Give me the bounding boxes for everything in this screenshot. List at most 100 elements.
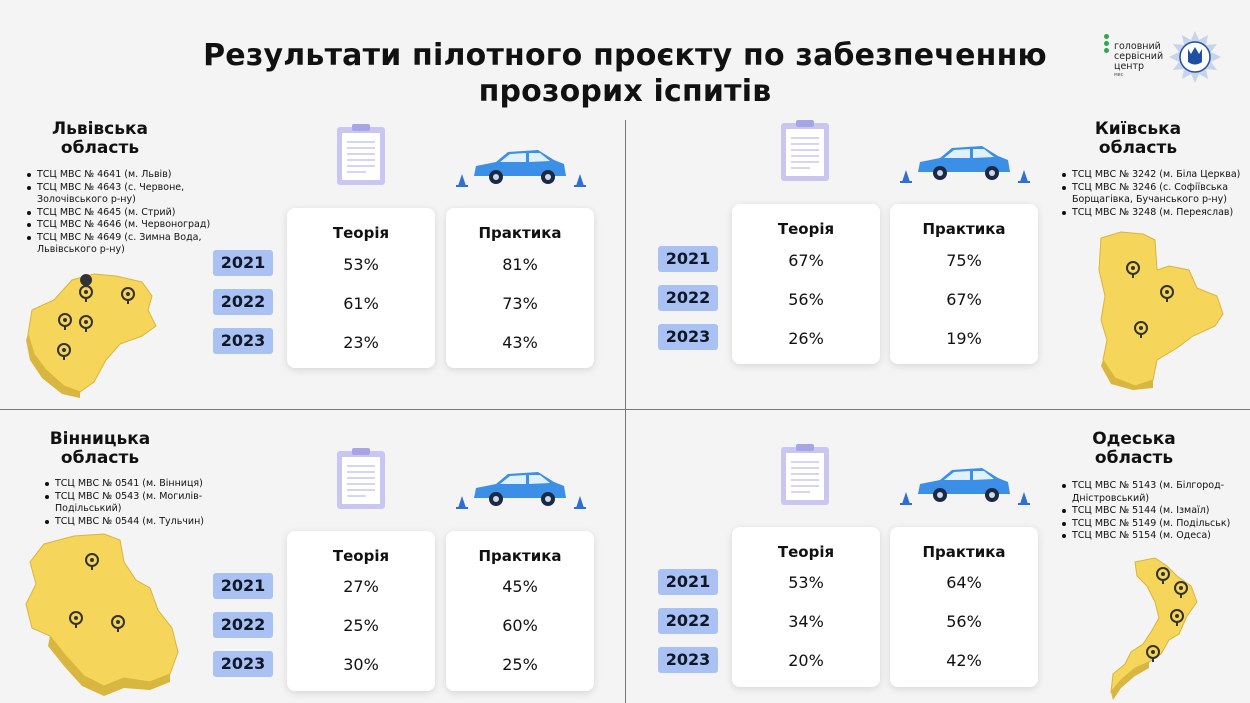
- region-map: [26, 273, 157, 398]
- practice-value: 43%: [502, 333, 538, 352]
- theory-value: 34%: [788, 612, 824, 631]
- region-title: Одеська область: [1092, 429, 1176, 468]
- year-badge: 2021: [658, 569, 718, 595]
- region-lviv: Львівська область ТСЦ МВС № 4641 (м. Льв…: [0, 112, 625, 402]
- theory-card: Теорія 27% 25% 30%: [287, 531, 435, 691]
- map-pin-icon: [1126, 261, 1140, 278]
- theory-value: 26%: [788, 329, 824, 348]
- practice-header: Практика: [478, 224, 562, 242]
- theory-value: 67%: [788, 251, 824, 270]
- year-badge: 2023: [213, 328, 273, 354]
- list-item: ТСЦ МВС № 5143 (м. Білгород- Дністровськ…: [1060, 480, 1250, 505]
- practice-value: 42%: [946, 651, 982, 670]
- map-pin-icon: [1134, 321, 1148, 338]
- logo-text: головний сервісний центр мвс: [1114, 41, 1164, 79]
- list-item: ТСЦ МВС № 4643 (с. Червоне, Золочівськог…: [25, 182, 235, 207]
- theory-value: 53%: [343, 255, 379, 274]
- list-item: ТСЦ МВС № 5144 (м. Ізмаїл): [1060, 505, 1250, 518]
- service-center-list: ТСЦ МВС № 5143 (м. Білгород- Дністровськ…: [1060, 480, 1250, 543]
- map-pin-icon: [79, 315, 93, 332]
- list-item: ТСЦ МВС № 3248 (м. Переяслав): [1060, 207, 1250, 220]
- practice-card: Практика 64% 56% 42%: [890, 527, 1038, 687]
- practice-value: 75%: [946, 251, 982, 270]
- theory-header: Теорія: [332, 547, 390, 565]
- practice-value: 45%: [502, 577, 538, 596]
- page-title: Результати пілотного проєкту по забезпеч…: [0, 38, 1250, 110]
- year-badge: 2023: [213, 651, 273, 677]
- list-item: ТСЦ МВС № 4641 (м. Львів): [25, 169, 235, 182]
- practice-value: 25%: [502, 655, 538, 674]
- car-icon: [456, 150, 586, 187]
- list-item: ТСЦ МВС № 5154 (м. Одеса): [1060, 530, 1250, 543]
- year-badge: 2022: [658, 608, 718, 634]
- theory-card: Теорія 53% 61% 23%: [287, 208, 435, 368]
- practice-card: Практика 81% 73% 43%: [446, 208, 594, 368]
- service-center-list: ТСЦ МВС № 3242 (м. Біла Церква) ТСЦ МВС …: [1060, 169, 1250, 219]
- practice-header: Практика: [922, 220, 1006, 238]
- practice-value: 73%: [502, 294, 538, 313]
- region-title: Київська область: [1094, 119, 1182, 158]
- practice-card: Практика 45% 60% 25%: [446, 531, 594, 691]
- practice-value: 56%: [946, 612, 982, 631]
- list-item: ТСЦ МВС № 4645 (м. Стрий): [25, 207, 235, 220]
- year-badge: 2021: [213, 250, 273, 276]
- region-odesa: Одеська область ТСЦ МВС № 5143 (м. Білго…: [625, 410, 1250, 700]
- theory-value: 23%: [343, 333, 379, 352]
- map-pin-icon: [85, 553, 99, 570]
- map-pin-icon: [69, 611, 83, 628]
- list-item: ТСЦ МВС № 3246 (с. Софіївська Борщагівка…: [1060, 182, 1250, 207]
- list-item: ТСЦ МВС № 4649 (с. Зимна Вода, Львівсько…: [25, 232, 235, 257]
- clipboard-icon: [337, 124, 385, 185]
- police-emblem-icon: [1169, 31, 1221, 83]
- map-pin-icon: [58, 313, 72, 330]
- region-title: Вінницька область: [49, 429, 151, 468]
- service-center-list: ТСЦ МВС № 4641 (м. Львів) ТСЦ МВС № 4643…: [25, 169, 235, 257]
- service-center-list: ТСЦ МВС № 0541 (м. Вінниця) ТСЦ МВС № 05…: [43, 478, 243, 528]
- region-vinnytsia: Вінницька область ТСЦ МВС № 0541 (м. Він…: [0, 410, 625, 700]
- car-icon: [900, 468, 1030, 505]
- theory-value: 53%: [788, 573, 824, 592]
- practice-header: Практика: [922, 543, 1006, 561]
- car-icon: [900, 146, 1030, 183]
- year-badge: 2022: [213, 612, 273, 638]
- practice-value: 67%: [946, 290, 982, 309]
- list-item: ТСЦ МВС № 0544 (м. Тульчин): [43, 516, 243, 529]
- region-map: [25, 533, 179, 696]
- theory-value: 61%: [343, 294, 379, 313]
- region-map: [1098, 231, 1224, 390]
- map-pin-icon: [1170, 609, 1184, 626]
- theory-value: 20%: [788, 651, 824, 670]
- car-icon: [456, 472, 586, 509]
- vertical-divider: [625, 120, 626, 703]
- list-item: ТСЦ МВС № 5149 (м. Подільськ): [1060, 518, 1250, 531]
- year-badge: 2023: [658, 324, 718, 350]
- theory-value: 30%: [343, 655, 379, 674]
- year-badge: 2022: [658, 285, 718, 311]
- practice-value: 19%: [946, 329, 982, 348]
- year-badge: 2021: [213, 573, 273, 599]
- region-kyiv: Київська область ТСЦ МВС № 3242 (м. Біла…: [625, 112, 1250, 402]
- clipboard-icon: [337, 448, 385, 509]
- service-center-logo: головний сервісний центр мвс: [1104, 31, 1224, 84]
- year-badge: 2023: [658, 647, 718, 673]
- map-pin-icon: [1156, 567, 1170, 584]
- theory-header: Теорія: [332, 224, 390, 242]
- theory-value: 27%: [343, 577, 379, 596]
- year-badge: 2021: [658, 246, 718, 272]
- title-line-2: прозорих іспитів: [478, 74, 772, 109]
- map-pin-icon: [1174, 581, 1188, 598]
- map-pin-icon: [121, 287, 135, 304]
- practice-header: Практика: [478, 547, 562, 565]
- clipboard-icon: [781, 120, 829, 181]
- theory-header: Теорія: [777, 543, 835, 561]
- list-item: ТСЦ МВС № 4646 (м. Червоноград): [25, 219, 235, 232]
- practice-value: 60%: [502, 616, 538, 635]
- logo-dots-icon: [1104, 34, 1110, 55]
- horizontal-divider: [0, 409, 1250, 410]
- list-item: ТСЦ МВС № 0541 (м. Вінниця): [43, 478, 243, 491]
- clipboard-icon: [781, 444, 829, 505]
- title-line-1: Результати пілотного проєкту по забезпеч…: [203, 38, 1047, 73]
- map-pin-icon: [111, 615, 125, 632]
- theory-card: Теорія 53% 34% 20%: [732, 527, 880, 687]
- map-pin-icon: [57, 343, 71, 360]
